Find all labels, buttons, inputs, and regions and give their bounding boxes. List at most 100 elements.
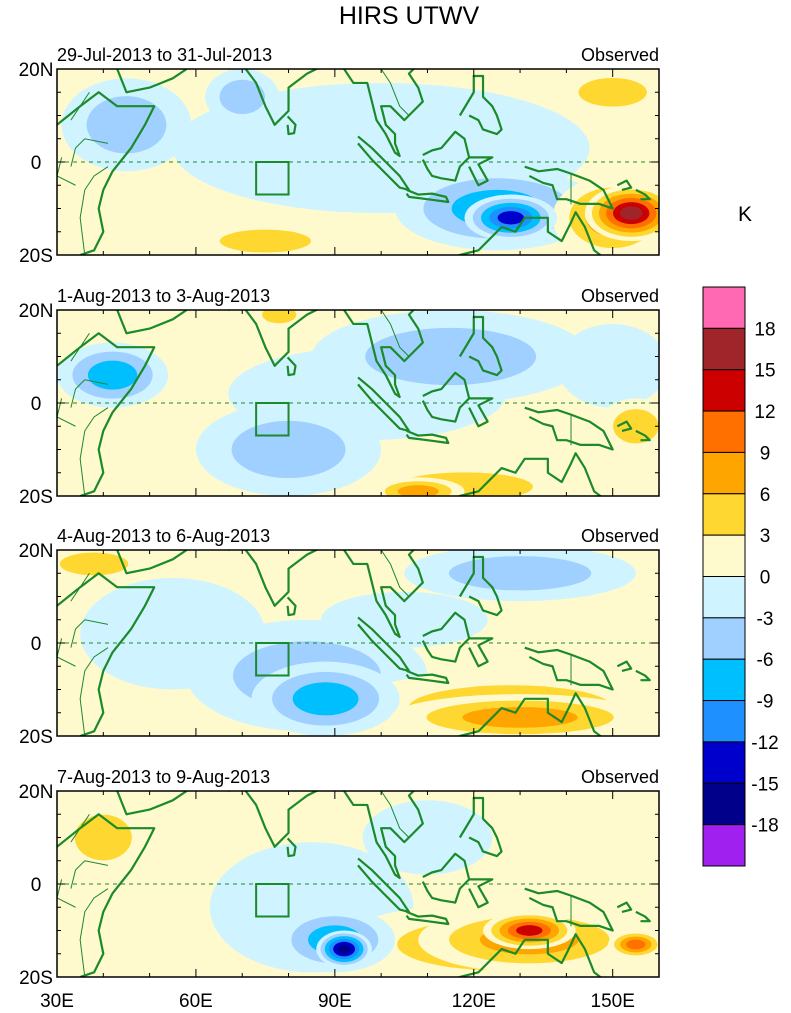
panel-field: [57, 791, 659, 977]
y-tick-label: 20N: [19, 301, 54, 322]
coastline: [405, 910, 450, 926]
coastline: [468, 878, 494, 909]
contour-region: [365, 327, 537, 386]
region-box: [255, 161, 290, 196]
contour-region: [112, 227, 206, 255]
contour-region: [497, 211, 525, 225]
x-axis: 30E 60E 90E 120E 150E: [40, 991, 635, 1012]
country-border: [70, 813, 90, 843]
colorbar-swatch: [702, 782, 746, 826]
contour-region: [74, 814, 132, 861]
coastline: [421, 611, 471, 663]
contour-region: [397, 485, 439, 496]
coastline: [616, 660, 633, 672]
coastline: [524, 406, 614, 451]
contour-region: [87, 360, 138, 390]
contour-region: [448, 556, 592, 591]
country-border: [380, 310, 410, 357]
y-tick-label: 20N: [19, 60, 54, 81]
coastline: [524, 165, 614, 210]
x-tick-label: 120E: [452, 991, 496, 1012]
coastline: [228, 791, 319, 848]
coastline: [286, 356, 297, 377]
country-border: [57, 398, 76, 427]
colorbar-swatch: [702, 451, 746, 495]
coastline: [468, 637, 494, 668]
country-border: [70, 572, 90, 602]
coastline: [456, 211, 603, 255]
colorbar-swatch: [702, 369, 746, 412]
coastline: [635, 910, 651, 923]
colorbar-label: 15: [754, 361, 775, 382]
coastline: [116, 69, 188, 94]
coastline: [343, 310, 424, 399]
coastline: [421, 130, 471, 182]
coastline: [421, 371, 471, 423]
contour-region: [337, 944, 351, 954]
country-border: [380, 791, 410, 838]
colorbar-label: 3: [760, 526, 771, 547]
country-border: [70, 91, 90, 121]
colorbar-swatch: [702, 741, 746, 784]
coastline: [456, 452, 603, 496]
y-tick-label: 0: [31, 153, 42, 174]
colorbar-swatch: [702, 534, 746, 578]
coastline: [405, 429, 450, 445]
colorbar-swatch: [702, 493, 746, 536]
colorbar-label: -18: [751, 816, 778, 837]
coastline: [228, 310, 319, 367]
country-border: [70, 860, 109, 889]
coastline: [343, 550, 424, 639]
coastline: [116, 791, 188, 816]
colorbar-label: -12: [751, 733, 778, 754]
contour-region: [462, 707, 578, 728]
panel-field: [57, 310, 659, 496]
colorbar: K 18 15 12 9 6 3 0 -3 -6 -9 -12 -15 -18: [702, 203, 779, 867]
panel-tag: Observed: [581, 286, 659, 306]
panel-4: 20N 0 20S 7-Aug-2013 to 9-Aug-2013 Observed: [19, 767, 660, 989]
panel-1: 20N 0 20S 29-Jul-2013 to 31-Jul-2013 Observe…: [19, 45, 660, 267]
colorbar-label: 0: [760, 568, 771, 589]
x-tick-label: 150E: [591, 991, 635, 1012]
coastline: [116, 550, 188, 575]
colorbar-swatch: [702, 286, 746, 329]
country-border: [79, 647, 109, 736]
coastline: [57, 332, 156, 496]
coastline: [635, 669, 651, 682]
country-border: [70, 332, 90, 362]
colorbar-label: -15: [751, 774, 778, 795]
panel-tag: Observed: [581, 45, 659, 65]
country-border: [57, 879, 76, 908]
colorbar-label: 18: [754, 319, 775, 340]
coastline: [286, 837, 297, 858]
coastline: [116, 310, 188, 335]
contour-region: [219, 229, 311, 253]
region-box: [255, 883, 290, 918]
chart-title: HIRS UTWV: [339, 2, 480, 30]
coastline: [635, 429, 651, 442]
contour-region: [262, 310, 297, 324]
country-border: [79, 407, 109, 496]
colorbar-units-label: K: [738, 203, 752, 226]
country-border: [380, 550, 410, 597]
colorbar-label: -9: [757, 692, 774, 713]
coastline: [524, 887, 614, 932]
colorbar-swatch: [702, 700, 746, 743]
country-border: [70, 138, 109, 167]
contour-region: [59, 552, 129, 576]
contour-region: [516, 925, 543, 936]
coastline: [57, 813, 156, 977]
coastline: [468, 397, 494, 428]
y-tick-label: 0: [31, 394, 42, 415]
coastline: [468, 156, 494, 187]
coastline: [286, 115, 297, 136]
country-border: [57, 157, 76, 186]
coastline: [228, 550, 319, 607]
contour-region: [578, 77, 647, 107]
colorbar-label: 12: [754, 402, 775, 423]
contour-region: [219, 79, 266, 115]
contour-region: [533, 832, 646, 889]
coastline: [57, 572, 156, 736]
coastline: [458, 74, 503, 136]
contour-region: [626, 939, 646, 950]
